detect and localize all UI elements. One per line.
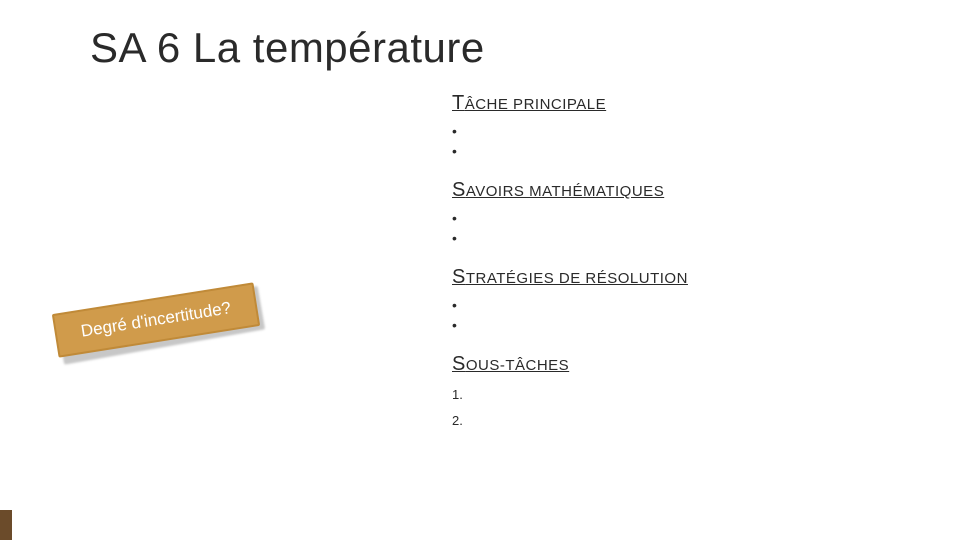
heading-rest: TRATÉGIES DE RÉSOLUTION	[466, 270, 688, 287]
section-heading: SOUS-TÂCHES	[452, 353, 892, 376]
bullet-list: • •	[452, 121, 892, 161]
content-column: TÂCHE PRINCIPALE • • SAVOIRS MATHÉMATIQU…	[452, 92, 892, 434]
heading-rest: ÂCHE PRINCIPALE	[465, 96, 606, 113]
heading-first-letter: S	[452, 179, 466, 201]
heading-rest: AVOIRS MATHÉMATIQUES	[466, 183, 664, 200]
numbered-item: 2.	[452, 408, 892, 434]
slide: SA 6 La température Degré d'incertitude?…	[0, 0, 960, 540]
heading-first-letter: S	[452, 266, 466, 288]
bullet-item: •	[452, 121, 892, 141]
section-heading: STRATÉGIES DE RÉSOLUTION	[452, 266, 892, 289]
bullet-item: •	[452, 208, 892, 228]
sticker-note: Degré d'incertitude?	[52, 282, 260, 357]
numbered-list: 1. 2.	[452, 382, 892, 434]
page-title: SA 6 La température	[90, 24, 485, 72]
heading-first-letter: T	[452, 92, 465, 114]
numbered-item: 1.	[452, 382, 892, 408]
heading-first-letter: S	[452, 353, 466, 375]
bullet-list: • •	[452, 208, 892, 248]
section-heading: SAVOIRS MATHÉMATIQUES	[452, 179, 892, 202]
accent-bar	[0, 510, 12, 540]
bullet-item: •	[452, 228, 892, 248]
bullet-item: •	[452, 315, 892, 335]
section-heading: TÂCHE PRINCIPALE	[452, 92, 892, 115]
bullet-item: •	[452, 295, 892, 315]
bullet-item: •	[452, 141, 892, 161]
heading-rest: OUS-TÂCHES	[466, 357, 569, 374]
bullet-list: • •	[452, 295, 892, 335]
